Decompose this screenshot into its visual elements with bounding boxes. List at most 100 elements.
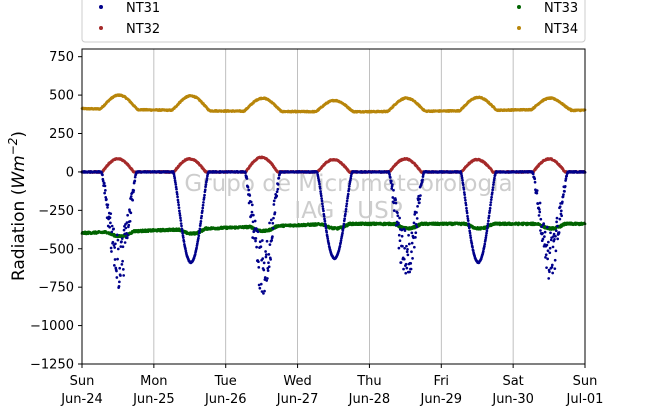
legend-marker <box>517 5 521 9</box>
nt31-point <box>261 257 265 260</box>
legend-label: NT32 <box>126 22 160 37</box>
nt31-point <box>180 224 183 228</box>
nt31-point <box>347 184 351 188</box>
nt31-point <box>344 207 348 211</box>
nt31-point <box>264 255 268 259</box>
nt31-point <box>255 245 258 249</box>
nt31-point <box>115 269 118 273</box>
nt31-point <box>323 219 327 223</box>
nt31-point <box>110 224 114 228</box>
legend: NT31 NT32 NT33 NT34 <box>81 0 586 43</box>
nt31-point <box>176 195 179 199</box>
nt31-point <box>197 236 200 240</box>
nt31-point <box>262 261 266 265</box>
nt31-point <box>121 245 125 249</box>
nt31-point <box>106 206 109 209</box>
nt31-point <box>133 179 137 183</box>
nt31-point <box>109 246 113 250</box>
nt31-point <box>202 196 206 199</box>
nt31-point <box>204 183 208 187</box>
nt31-point <box>123 241 127 244</box>
nt31-point <box>265 239 269 243</box>
nt31-point <box>321 205 325 208</box>
nt31-point <box>342 222 346 226</box>
nt31-point <box>262 292 265 295</box>
nt31-point <box>203 188 207 192</box>
nt31-point <box>108 225 112 229</box>
nt31-point <box>179 216 182 220</box>
nt31-point <box>257 260 260 264</box>
nt31-point <box>118 280 121 284</box>
nt31-point <box>205 177 209 180</box>
nt31-point <box>272 199 276 203</box>
nt31-point <box>259 282 263 286</box>
nt31-point <box>269 258 272 261</box>
nt31-point <box>197 234 201 238</box>
nt31-point <box>106 203 110 207</box>
nt31-point <box>104 189 107 192</box>
nt31-point <box>121 259 124 263</box>
nt31-point <box>109 221 112 225</box>
legend-label: NT34 <box>544 22 578 37</box>
nt31-point <box>271 235 274 238</box>
nt31-point <box>119 274 122 277</box>
nt31-point <box>257 265 261 269</box>
nt31-point <box>129 211 133 215</box>
nt31-point <box>195 246 198 250</box>
nt31-point <box>125 236 129 240</box>
nt31-point <box>113 246 117 249</box>
nt31-point <box>116 238 120 242</box>
nt31-point <box>341 231 344 235</box>
nt31-point <box>271 227 275 230</box>
nt31-point <box>266 277 269 280</box>
nt31-point <box>177 206 181 210</box>
nt31-point <box>322 209 325 213</box>
nt31-point <box>347 187 351 191</box>
nt31-point <box>112 264 116 267</box>
legend-label: NT33 <box>544 1 578 16</box>
nt31-point <box>268 221 271 225</box>
nt31-point <box>267 253 271 256</box>
nt31-point <box>254 227 258 230</box>
nt31-point <box>178 214 182 217</box>
nt31-point <box>132 189 136 192</box>
nt31-point <box>121 268 125 271</box>
nt31-point <box>261 239 264 242</box>
nt31-point <box>178 209 181 213</box>
nt31-point <box>116 247 120 251</box>
nt31-point <box>345 204 348 208</box>
nt31-point <box>201 206 205 210</box>
nt31-point <box>101 173 104 177</box>
nt31-point <box>320 199 324 203</box>
nt31-point <box>108 216 112 220</box>
nt31-point <box>321 202 324 206</box>
nt31-point <box>116 257 119 261</box>
nt31-point <box>345 202 349 206</box>
nt31-point <box>346 192 350 196</box>
nt31-point <box>320 197 323 200</box>
nt31-point <box>120 237 124 240</box>
nt31-point <box>270 239 274 242</box>
nt31-point <box>174 183 178 186</box>
watermark-line: IAG - USP <box>294 198 402 224</box>
nt31-point <box>318 182 321 186</box>
nt31-point <box>341 227 345 230</box>
nt31-point <box>103 191 106 195</box>
nt31-point <box>271 221 275 225</box>
legend-label: NT31 <box>126 1 160 16</box>
nt31-point <box>102 181 106 185</box>
nt31-point <box>127 223 131 227</box>
nt31-point <box>345 199 349 203</box>
nt31-point <box>323 222 327 226</box>
nt31-point <box>267 265 271 269</box>
nt31-point <box>175 187 178 191</box>
legend-marker <box>99 5 103 9</box>
nt31-point <box>342 224 345 228</box>
nt31-point <box>245 177 249 180</box>
nt31-point <box>199 222 202 226</box>
nt31-point <box>246 185 250 189</box>
nt31-point <box>254 237 258 240</box>
nt31-point <box>129 195 133 198</box>
nt31-point <box>110 230 114 234</box>
nt31-point <box>344 210 348 213</box>
